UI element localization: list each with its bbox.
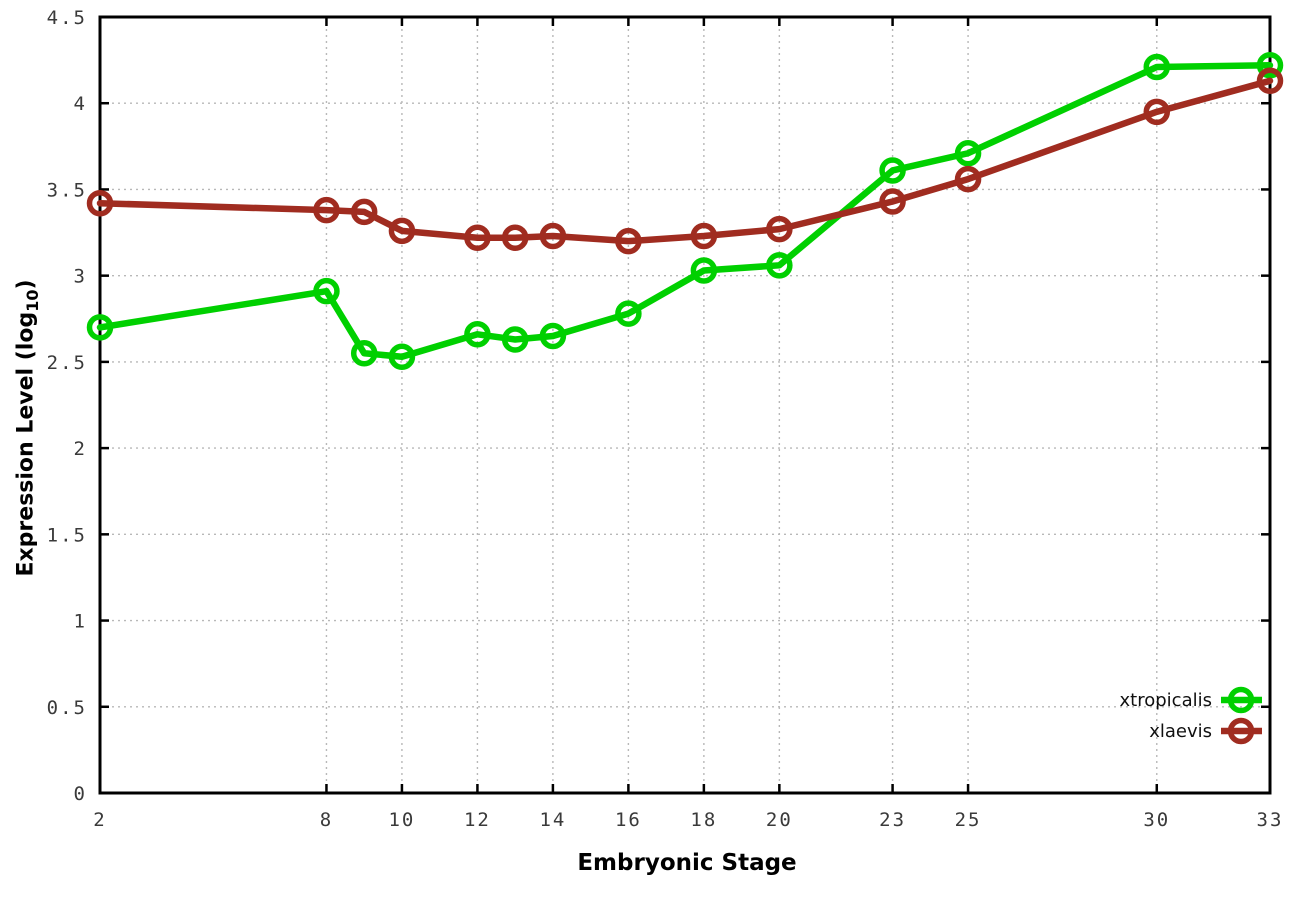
data-point-xtropicalis (539, 322, 567, 350)
y-tick-label: 4.5 (47, 7, 87, 29)
data-point-xtropicalis (388, 343, 416, 370)
data-point-xlaevis (1256, 67, 1284, 95)
data-point-xlaevis (1143, 98, 1171, 126)
data-point-xtropicalis (464, 321, 491, 348)
y-tick-label: 2 (74, 438, 87, 460)
y-tick-label: 3.5 (47, 179, 87, 201)
legend-label-xlaevis: xlaevis (1149, 721, 1212, 742)
data-point-xtropicalis (954, 139, 982, 167)
x-tick-label: 25 (955, 809, 982, 831)
x-tick-label: 14 (539, 809, 566, 831)
plot-border (98, 15, 1272, 795)
series-line-xlaevis (96, 77, 1274, 245)
data-point-xlaevis (615, 227, 642, 255)
y-tick-label: 1.5 (47, 524, 87, 546)
y-axis-title-text: Expression Level (log (13, 311, 39, 577)
data-point-xtropicalis (350, 340, 378, 367)
x-tick-label: 23 (879, 809, 906, 831)
data-point-xtropicalis (501, 326, 529, 353)
data-point-xlaevis (350, 198, 378, 226)
x-tick-label: 16 (615, 809, 642, 831)
data-point-xlaevis (388, 217, 416, 245)
x-axis-title: Embryonic Stage (577, 850, 797, 876)
data-point-xtropicalis (1143, 53, 1171, 81)
data-point-xlaevis (690, 222, 718, 250)
x-tick-label: 33 (1257, 809, 1284, 831)
legend-marker-xtropicalis (1227, 686, 1255, 714)
data-point-xtropicalis (1256, 52, 1284, 79)
y-tick-label: 4 (74, 93, 87, 115)
data-point-xtropicalis (86, 314, 114, 341)
x-tick-label: 10 (388, 809, 415, 831)
legend-label-xtropicalis: xtropicalis (1120, 690, 1212, 711)
data-point-xtropicalis (879, 157, 906, 184)
data-point-xtropicalis (690, 257, 718, 284)
y-tick-label: 0.5 (47, 697, 87, 719)
y-axis-title-close: ) (13, 279, 39, 290)
x-tick-label: 2 (93, 809, 106, 831)
y-tick-label: 2.5 (47, 352, 87, 374)
data-point-xlaevis (954, 165, 982, 193)
y-tick-label: 1 (74, 611, 87, 633)
x-tick-label: 30 (1143, 809, 1170, 831)
y-axis-title: Expression Level (log10) (13, 279, 42, 577)
legend-marker-xlaevis (1227, 717, 1255, 745)
x-tick-label: 8 (320, 809, 333, 831)
data-point-xlaevis (86, 189, 114, 217)
data-point-xtropicalis (313, 277, 340, 305)
data-point-xtropicalis (766, 252, 793, 279)
data-point-xlaevis (879, 188, 906, 215)
data-point-xlaevis (313, 196, 340, 224)
x-tick-label: 12 (464, 809, 491, 831)
y-tick-label: 3 (74, 266, 87, 288)
y-axis-title-subscript: 10 (22, 289, 42, 312)
data-point-xtropicalis (615, 300, 642, 327)
data-point-xlaevis (501, 224, 529, 251)
x-tick-label: 20 (766, 809, 793, 831)
data-point-xlaevis (464, 224, 491, 251)
data-point-xlaevis (766, 215, 793, 243)
x-tick-label: 18 (690, 809, 717, 831)
y-tick-label: 0 (74, 783, 87, 805)
data-point-xlaevis (539, 222, 567, 250)
